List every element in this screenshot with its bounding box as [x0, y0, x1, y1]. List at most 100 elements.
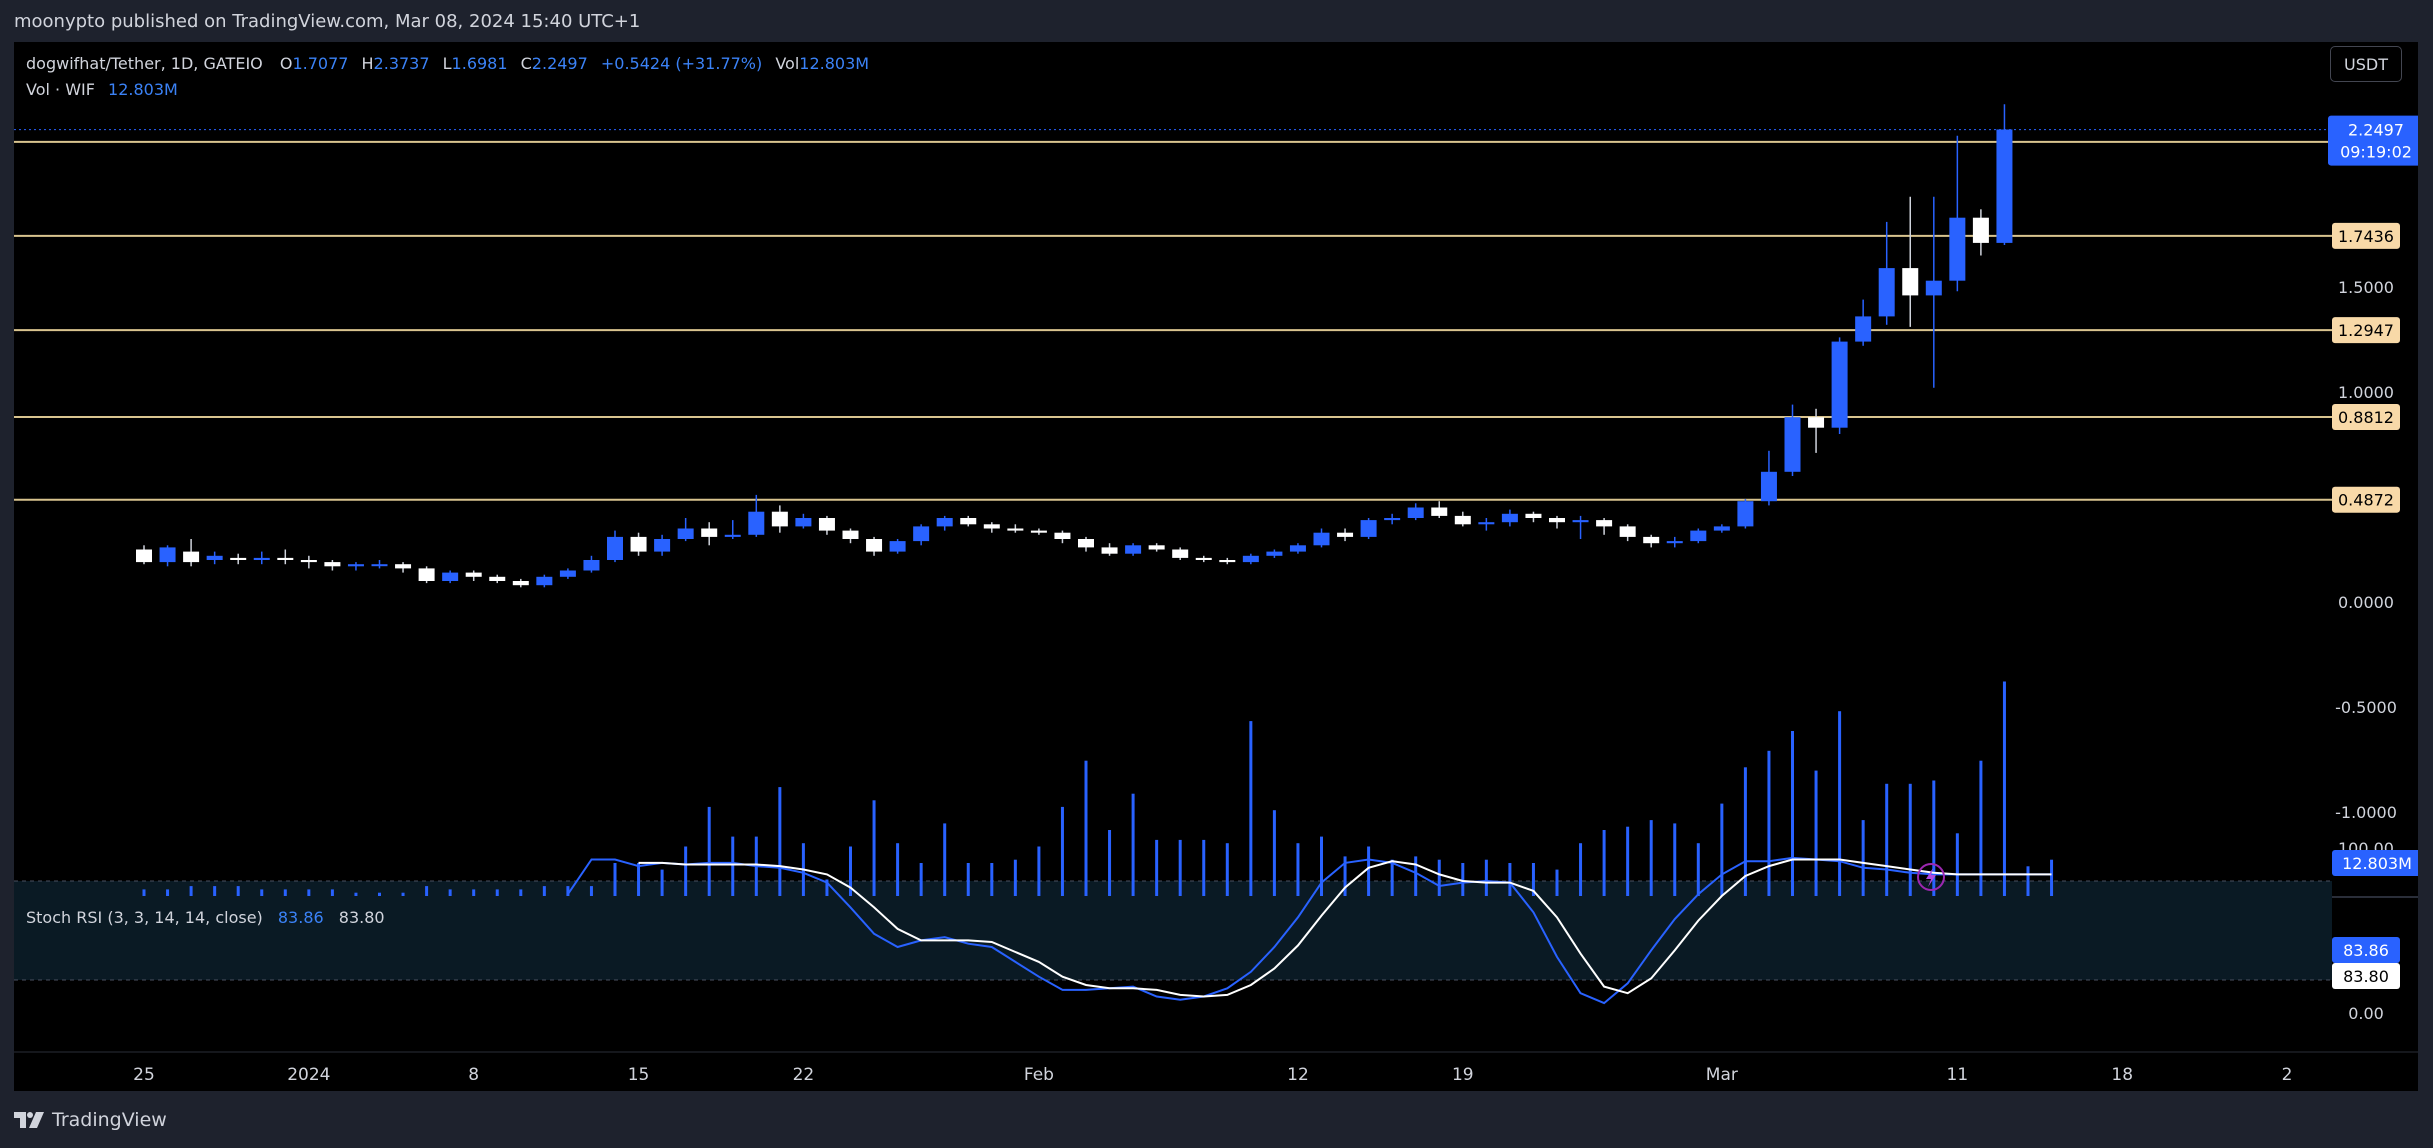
volume-bar: [166, 889, 170, 896]
tradingview-logo-text: TradingView: [52, 1109, 167, 1131]
level-label-bg: [2332, 403, 2400, 430]
candle-body: [1808, 417, 1825, 428]
candle-body: [1172, 549, 1189, 558]
candle-body: [1855, 316, 1872, 342]
candle-body: [1902, 268, 1919, 296]
volume-bar: [260, 889, 264, 896]
chart-panel[interactable]: 1.5000 1.0000 0.0000 -0.5000 -1.0000 100.00 0.…: [14, 42, 2418, 1091]
publisher-bar: moonypto published on TradingView.com, M…: [0, 0, 2433, 42]
time-tick-label: 18: [2111, 1065, 2133, 1085]
candle-body: [512, 581, 529, 586]
lightning-icon[interactable]: [1917, 863, 1945, 891]
volume-bar: [1838, 711, 1842, 896]
close-label: C: [520, 54, 532, 73]
volume-bar: [1531, 863, 1535, 896]
volume-bar: [1791, 731, 1794, 896]
price-tick-label: 1.0000: [2338, 383, 2394, 402]
candle-body: [1996, 129, 2013, 243]
volume-bar: [448, 889, 452, 896]
stoch-k-label: 83.86: [2343, 941, 2389, 960]
volume-bar: [2002, 681, 2006, 896]
symbol-legend: dogwifhat/Tether, 1D, GATEIO O1.7077 H2.…: [26, 54, 869, 73]
stoch-overbought-oversold-band: [14, 881, 2332, 980]
volume-bar: [1579, 843, 1583, 896]
volume-bar: [872, 800, 876, 896]
volume-bar: [1649, 820, 1653, 896]
lightning-icon-bolt: [1926, 868, 1936, 887]
candle-body: [1313, 532, 1330, 546]
candle-body: [818, 518, 835, 531]
volume-bar: [1508, 863, 1512, 896]
publisher-info: moonypto published on TradingView.com, M…: [14, 11, 641, 32]
volume-indicator-label: Vol · WIF: [26, 80, 95, 99]
volume-bar: [919, 863, 923, 896]
volume-bar: [472, 889, 476, 896]
candle-body: [1666, 541, 1683, 544]
volume-bar: [731, 836, 735, 896]
candle-body: [1478, 522, 1495, 525]
candle-body: [442, 572, 459, 581]
volume-bar: [1037, 846, 1041, 896]
chart-canvas[interactable]: 1.50001.00000.0000-0.5000-1.0000100.000.…: [14, 42, 2418, 1091]
level-label-bg: [2332, 317, 2400, 344]
candle-body: [1219, 560, 1236, 563]
level-label-bg: [2332, 222, 2400, 249]
volume-bar: [142, 889, 146, 896]
volume-bar: [1861, 820, 1865, 896]
candle-body: [1760, 471, 1777, 502]
level-price-label: 1.2947: [2338, 321, 2394, 340]
volume-bar: [1013, 859, 1017, 896]
volume-bar: [1084, 760, 1088, 896]
price-tick-label: 0.0000: [2338, 593, 2394, 612]
volume-bar: [637, 863, 641, 896]
candle-body: [1078, 539, 1094, 548]
volume-bar: [1908, 783, 1912, 896]
level-price-label: 1.7436: [2338, 227, 2394, 246]
candle-body: [1431, 507, 1448, 516]
volume-bar: [1743, 767, 1747, 896]
currency-button[interactable]: USDT: [2330, 46, 2402, 82]
high-label: H: [361, 54, 374, 73]
candle-body: [1690, 530, 1707, 542]
candle-body: [1784, 417, 1801, 472]
candle-body: [866, 539, 883, 552]
footer-bar: TradingView: [0, 1091, 2433, 1148]
time-tick-label: 2024: [287, 1065, 330, 1085]
price-tick-label: -0.5000: [2335, 698, 2397, 717]
candle-body: [1619, 526, 1636, 537]
volume-bar: [1814, 770, 1818, 896]
vol-label: Vol: [775, 54, 800, 73]
price-tick-label: 1.5000: [2338, 278, 2394, 297]
tradingview-logo-icon: [14, 1112, 44, 1128]
level-label-bg: [2332, 486, 2400, 513]
volume-bar: [2050, 859, 2054, 896]
volume-bar: [1202, 839, 1206, 896]
volume-bar: [401, 892, 405, 896]
volume-bar: [684, 846, 688, 896]
candle-body: [983, 524, 1000, 529]
candle-body: [913, 526, 930, 542]
candle-body: [465, 572, 482, 577]
candle-body: [1972, 217, 1989, 243]
candle-body: [1596, 520, 1613, 527]
candle-body: [1549, 518, 1565, 523]
volume-bar: [1225, 843, 1229, 896]
current-price-label: 2.2497: [2348, 121, 2404, 140]
volume-bar: [1060, 806, 1064, 896]
volume-bar: [1178, 839, 1182, 896]
candle-body: [253, 557, 270, 560]
candle-body: [277, 557, 294, 560]
tradingview-logo[interactable]: TradingView: [14, 1109, 167, 1131]
candle-body: [1878, 268, 1895, 317]
candle-body: [183, 551, 200, 563]
time-tick-label: 19: [1452, 1065, 1474, 1085]
candle-body: [1195, 557, 1212, 560]
open-label: O: [279, 54, 293, 73]
candle-body: [1007, 528, 1024, 531]
stoch-d-label-bg: [2332, 963, 2400, 989]
stoch-rsi-legend: Stoch RSI (3, 3, 14, 14, close) 83.86 83…: [26, 908, 385, 927]
volume-bar: [589, 886, 593, 896]
candle-body: [677, 528, 694, 539]
volume-bar: [1296, 843, 1300, 896]
time-tick-label: 8: [468, 1065, 479, 1085]
